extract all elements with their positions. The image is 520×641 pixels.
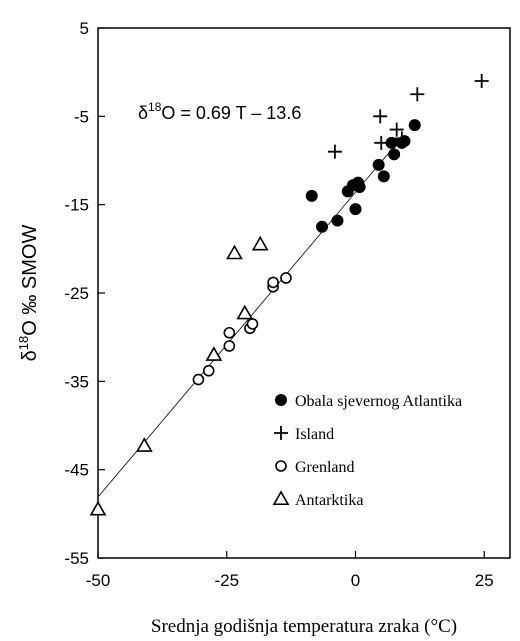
fit-line (97, 143, 398, 498)
y-tick-label: -25 (64, 284, 89, 303)
point-antarktika (236, 304, 254, 320)
point-antarktika (205, 346, 223, 361)
point-grenland (223, 340, 236, 352)
point-antarktika (89, 500, 107, 516)
point-obala-sjevernog-atlantika (372, 158, 385, 171)
plot-area (97, 27, 511, 559)
legend-label: Grenland (295, 459, 355, 476)
point-obala-sjevernog-atlantika (305, 189, 318, 202)
legend-label: Island (295, 426, 334, 443)
point-obala-sjevernog-atlantika (353, 181, 366, 193)
data-points (89, 74, 489, 516)
point-island (410, 87, 425, 102)
point-antarktika (251, 235, 269, 251)
legend-marker (275, 460, 287, 472)
point-grenland (192, 373, 205, 386)
y-tick-label: -15 (64, 196, 89, 215)
y-tick-label: -5 (74, 107, 89, 126)
point-grenland (223, 326, 236, 339)
point-obala-sjevernog-atlantika (331, 214, 344, 227)
x-tick-label: 25 (475, 571, 494, 590)
legend-label: Antarktika (295, 492, 363, 509)
y-axis-label: δ18O ‰ SMOW (16, 225, 41, 362)
y-tick-label: 5 (80, 19, 89, 38)
point-grenland (246, 318, 259, 330)
point-grenland (267, 276, 279, 289)
point-obala-sjevernog-atlantika (408, 119, 421, 132)
point-obala-sjevernog-atlantika (385, 136, 398, 149)
regression-equation: δ18O = 0.69 T – 13.6 (138, 100, 301, 123)
point-obala-sjevernog-atlantika (398, 135, 411, 148)
regression-line (97, 143, 398, 498)
point-obala-sjevernog-atlantika (377, 170, 390, 183)
point-island (327, 144, 342, 159)
point-island (389, 122, 404, 137)
y-tick-label: -45 (64, 461, 89, 480)
point-island (474, 74, 489, 88)
point-antarktika (226, 244, 243, 260)
legend-marker (274, 426, 288, 440)
point-island (374, 135, 389, 150)
point-obala-sjevernog-atlantika (316, 220, 329, 233)
point-obala-sjevernog-atlantika (388, 148, 401, 161)
y-tick-label: -35 (64, 372, 89, 391)
point-island (373, 109, 388, 124)
legend-marker (272, 490, 290, 506)
axis-ticks: -50 -25 0 25 5 -5 -15 -25 -35 -45 -55 (64, 19, 493, 590)
x-tick-label: 0 (351, 571, 360, 590)
point-island (394, 131, 409, 146)
point-grenland (280, 272, 292, 284)
legend: Obala sjevernog Atlantika Island Grenland A… (272, 393, 462, 509)
point-antarktika (135, 437, 153, 452)
legend-label: Obala sjevernog Atlantika (295, 393, 462, 410)
point-grenland (202, 364, 215, 377)
point-obala-sjevernog-atlantika (349, 203, 362, 216)
x-axis-label: Srednja godišnja temperatura zraka (°C) (151, 616, 457, 637)
y-tick-label: -55 (64, 549, 89, 568)
x-tick-label: -50 (86, 571, 111, 590)
x-tick-label: -25 (214, 571, 239, 590)
legend-marker (275, 394, 287, 406)
